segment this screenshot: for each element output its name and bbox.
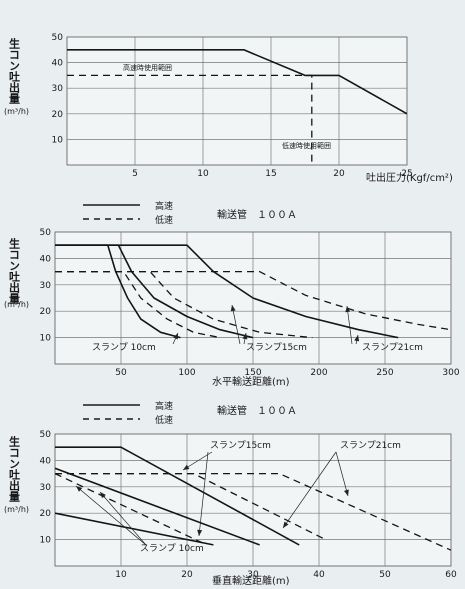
- y-tick-label: 50: [40, 430, 52, 440]
- series-low-slump-15: [55, 270, 313, 339]
- panel-1-yunit: (m³/h): [4, 107, 29, 116]
- pointer-arrowhead: [173, 333, 178, 340]
- y-tick-label: 30: [40, 483, 52, 493]
- y-tick-label: 50: [40, 228, 52, 238]
- panel-3-ylabel: 生コン吐出量: [8, 435, 21, 502]
- pointer-line: [99, 491, 147, 546]
- x-tick-label: 20: [181, 570, 193, 580]
- range-annotation: 高速時使用範囲: [123, 63, 172, 72]
- x-tick-label: 50: [115, 368, 127, 378]
- x-tick-label: 20: [333, 169, 345, 179]
- x-tick-label: 5: [132, 169, 138, 179]
- legend-high-label-2: 高速: [155, 200, 173, 212]
- series-low-1: [67, 74, 313, 165]
- pointer-arrowhead: [76, 486, 83, 492]
- y-tick-label: 20: [40, 307, 52, 317]
- y-tick-label: 10: [40, 536, 52, 546]
- series-low-slump-21: [55, 270, 451, 331]
- panel-1-xlabel: 吐出圧力(Kgf/cm²): [366, 171, 453, 184]
- x-tick-label: 150: [244, 368, 261, 378]
- pipe-label-3: 輸送管 １００Ａ: [217, 404, 297, 417]
- slump-label: スランプ15cm: [210, 440, 271, 451]
- panel-2: 高速 低速 輸送管 １００Ａ 生コン吐出量 (m³/h) 水平輸送距離(m) 5…: [4, 200, 460, 388]
- panel-1-ylabel: 生コン吐出量: [8, 37, 21, 104]
- y-tick-label: 40: [40, 456, 52, 466]
- pointer-line: [231, 304, 241, 345]
- panel-3-plot: 10 20 30 40 50 60 10 20 30 40 50 スランプ15cm スランプ21cm スラ…: [40, 430, 457, 580]
- series-low-slump-21: [55, 472, 451, 551]
- y-tick-label: 20: [40, 509, 52, 519]
- series-high-slump-21: [55, 244, 399, 339]
- y-tick-label: 30: [52, 84, 64, 94]
- x-tick-label: 10: [115, 570, 127, 580]
- pointer-line: [282, 451, 337, 529]
- slump-label: スランプ15cm: [246, 342, 307, 353]
- x-tick-label: 10: [197, 169, 209, 179]
- series-low-slump-10: [55, 473, 208, 546]
- x-tick-label: 300: [442, 368, 459, 378]
- y-tick-label: 10: [52, 135, 64, 145]
- legend-low-label-3: 低速: [155, 414, 173, 426]
- pointer-line: [198, 451, 209, 537]
- legend-low-label-2: 低速: [155, 214, 173, 226]
- pointer-arrowhead: [283, 521, 289, 528]
- slump-label: スランプ 10cm: [92, 342, 156, 353]
- y-tick-label: 20: [52, 110, 64, 120]
- y-tick-label: 10: [40, 334, 52, 344]
- pointer-arrowhead: [183, 464, 190, 470]
- slump-label: スランプ 10cm: [140, 543, 204, 554]
- x-tick-label: 100: [178, 368, 195, 378]
- panel-2-ylabel: 生コン吐出量: [8, 237, 21, 304]
- pointer-arrowhead: [345, 306, 351, 313]
- range-annotation: 低速時使用範囲: [282, 141, 331, 150]
- slump-label: スランプ21cm: [340, 440, 401, 451]
- pipe-label-2: 輸送管 １００Ａ: [217, 208, 297, 221]
- x-tick-label: 40: [313, 570, 325, 580]
- panel-3-yunit: (m³/h): [4, 505, 29, 514]
- y-tick-label: 40: [40, 254, 52, 264]
- legend-high-label-3: 高速: [155, 400, 173, 412]
- pointer-arrowhead: [230, 305, 236, 312]
- series-high-slump-21: [55, 446, 300, 546]
- pointer-arrowhead: [197, 529, 203, 536]
- y-tick-label: 40: [52, 59, 64, 69]
- x-tick-label: 250: [376, 368, 393, 378]
- pointer-line: [346, 305, 353, 345]
- pointer-arrowhead: [100, 492, 106, 499]
- pointer-line: [75, 485, 147, 546]
- panel-3-xlabel: 垂直輸送距離(m): [212, 574, 290, 587]
- x-tick-label: 60: [445, 570, 457, 580]
- panel-1: 生コン吐出量 (m³/h) 吐出圧力(Kgf/cm²) 5 10 15 20 25 10 2…: [4, 33, 453, 184]
- panel-2-plot: 50 100 150 200 250 300 10 20 30 40 50 スランプ 10cm スランプ…: [40, 228, 460, 378]
- plot-area: [66, 36, 408, 166]
- x-tick-label: 30: [247, 570, 259, 580]
- panel-2-xlabel: 水平輸送距離(m): [212, 375, 290, 388]
- pointer-arrowhead: [344, 489, 349, 496]
- pointer-line: [335, 451, 349, 497]
- x-tick-label: 50: [379, 570, 391, 580]
- panel-2-yunit: (m³/h): [4, 300, 29, 309]
- x-tick-label: 15: [265, 169, 276, 179]
- slump-label: スランプ21cm: [362, 342, 423, 353]
- pointer-arrowhead: [354, 335, 360, 342]
- y-tick-label: 50: [52, 33, 64, 43]
- series-high-0: [67, 48, 407, 115]
- series-high-slump-15: [55, 467, 260, 546]
- x-tick-label: 200: [310, 368, 327, 378]
- x-tick-label: 25: [401, 169, 412, 179]
- panel-3: 高速 低速 輸送管 １００Ａ 生コン吐出量 (m³/h) 垂直輸送距離(m) 1…: [4, 400, 457, 587]
- pointer-arrowhead: [242, 333, 248, 340]
- y-tick-label: 30: [40, 281, 52, 291]
- series-high-slump-10: [55, 512, 214, 546]
